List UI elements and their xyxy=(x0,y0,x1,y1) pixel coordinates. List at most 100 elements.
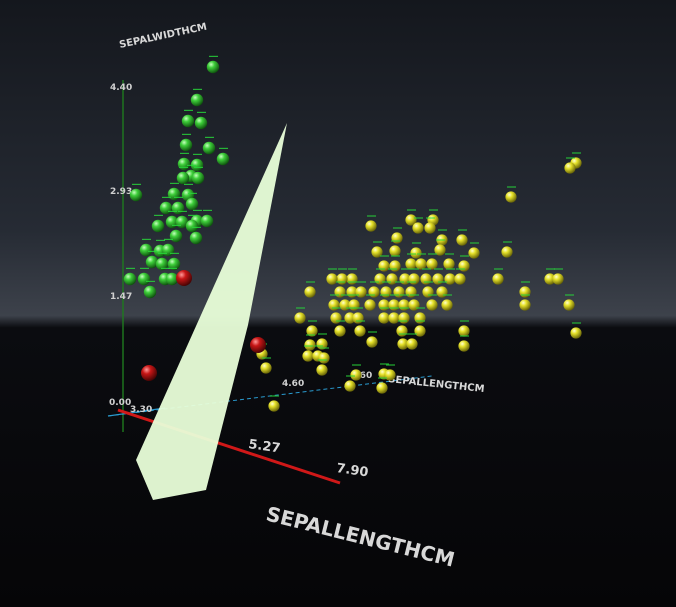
yellow-data-point xyxy=(352,312,364,324)
green-data-point xyxy=(167,187,181,201)
z-tick-label: 3.30 xyxy=(130,405,152,415)
point-label-mark xyxy=(565,294,574,296)
point-label-mark xyxy=(318,359,327,361)
yellow-data-point xyxy=(374,273,386,285)
green-data-point xyxy=(171,201,185,215)
yellow-data-point xyxy=(434,244,446,256)
green-data-point xyxy=(191,171,205,185)
point-label-mark xyxy=(572,152,581,154)
yellow-data-point xyxy=(334,325,346,337)
yellow-data-point xyxy=(492,273,504,285)
point-label-mark xyxy=(460,320,469,322)
point-label-mark xyxy=(424,281,433,283)
yellow-data-point xyxy=(441,299,453,311)
yellow-data-point xyxy=(564,162,576,174)
red-data-point xyxy=(176,270,192,286)
point-label-mark xyxy=(172,224,181,226)
point-label-mark xyxy=(400,307,409,309)
yellow-data-point xyxy=(366,336,378,348)
yellow-data-point xyxy=(328,299,340,311)
red-data-point xyxy=(141,365,157,381)
point-label-mark xyxy=(380,307,389,309)
point-label-mark xyxy=(203,209,212,211)
yellow-data-point xyxy=(408,299,420,311)
yellow-data-point xyxy=(384,369,396,381)
point-label-mark xyxy=(443,294,452,296)
yellow-data-point xyxy=(415,258,427,270)
yellow-data-point xyxy=(355,286,367,298)
point-label-mark xyxy=(391,255,400,257)
yellow-data-point xyxy=(334,286,346,298)
yellow-data-point xyxy=(348,299,360,311)
point-label-mark xyxy=(458,229,467,231)
point-label-mark xyxy=(161,267,170,269)
point-label-mark xyxy=(446,268,455,270)
yellow-data-point xyxy=(420,273,432,285)
point-label-mark xyxy=(296,307,305,309)
yellow-data-point xyxy=(505,191,517,203)
point-label-mark xyxy=(192,226,201,228)
point-label-mark xyxy=(170,252,179,254)
point-label-mark xyxy=(401,268,410,270)
green-data-point xyxy=(129,188,143,202)
yellow-data-point xyxy=(378,312,390,324)
point-label-mark xyxy=(380,255,389,257)
point-label-mark xyxy=(336,281,345,283)
point-label-mark xyxy=(126,267,135,269)
point-label-mark xyxy=(380,363,389,365)
yellow-data-point xyxy=(364,299,376,311)
point-label-mark xyxy=(438,281,447,283)
point-label-mark xyxy=(158,252,167,254)
point-label-mark xyxy=(376,268,385,270)
point-label-mark xyxy=(426,217,435,219)
yellow-data-point xyxy=(393,286,405,298)
point-label-mark xyxy=(346,307,355,309)
point-label-mark xyxy=(352,364,361,366)
point-label-mark xyxy=(410,268,419,270)
yellow-data-point xyxy=(378,299,390,311)
point-label-mark xyxy=(308,320,317,322)
point-label-mark xyxy=(434,268,443,270)
yellow-data-point xyxy=(294,312,306,324)
yellow-data-point xyxy=(458,325,470,337)
point-label-mark xyxy=(370,281,379,283)
point-label-mark xyxy=(390,294,399,296)
point-label-mark xyxy=(373,241,382,243)
yellow-data-point xyxy=(344,312,356,324)
point-label-mark xyxy=(182,133,191,135)
point-label-mark xyxy=(270,395,279,397)
point-label-mark xyxy=(146,280,155,282)
z-tick-label: 4.60 xyxy=(282,379,304,389)
point-label-mark xyxy=(521,281,530,283)
z-axis-line-solid xyxy=(107,407,166,417)
point-label-mark xyxy=(357,281,366,283)
point-label-mark xyxy=(390,307,399,309)
point-label-mark xyxy=(188,192,197,194)
point-label-mark xyxy=(429,209,438,211)
yellow-data-point xyxy=(519,286,531,298)
green-data-point xyxy=(185,219,199,233)
point-label-mark xyxy=(193,153,202,155)
point-label-mark xyxy=(184,183,193,185)
point-label-mark xyxy=(209,55,218,57)
green-data-point xyxy=(161,243,175,257)
yellow-data-point xyxy=(408,273,420,285)
point-label-mark xyxy=(219,147,228,149)
point-label-mark xyxy=(416,307,425,309)
point-label-mark xyxy=(354,307,363,309)
point-label-mark xyxy=(132,183,141,185)
point-label-mark xyxy=(408,333,417,335)
yellow-data-point xyxy=(316,338,328,350)
point-label-mark xyxy=(306,281,315,283)
point-label-mark xyxy=(348,281,357,283)
yellow-data-point xyxy=(304,286,316,298)
green-data-point xyxy=(123,272,137,286)
point-label-mark xyxy=(154,214,163,216)
point-label-mark xyxy=(460,255,469,257)
point-label-mark xyxy=(386,364,395,366)
point-label-mark xyxy=(412,242,421,244)
green-data-point xyxy=(169,229,183,243)
yellow-data-point xyxy=(368,286,380,298)
yellow-data-point xyxy=(380,286,392,298)
yellow-data-point xyxy=(405,258,417,270)
